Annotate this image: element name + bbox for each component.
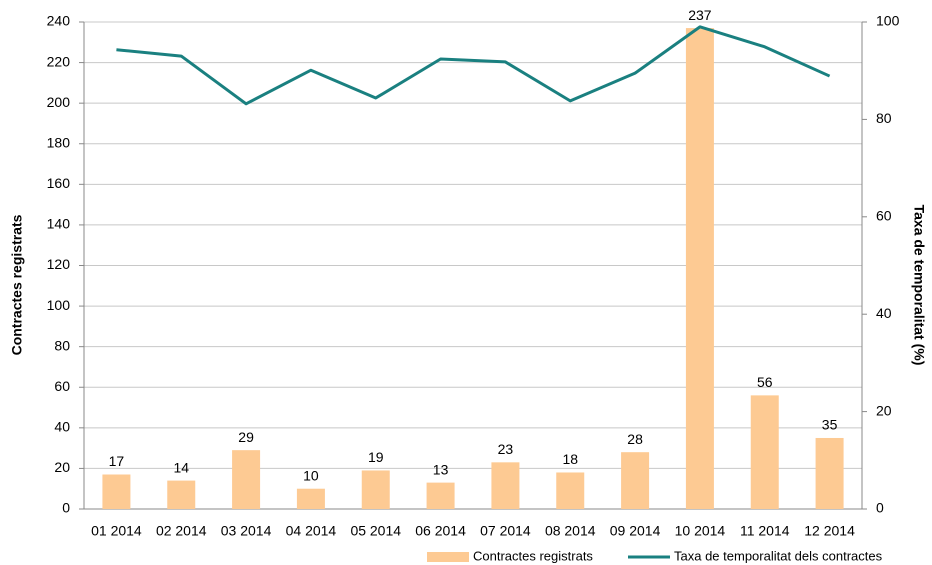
bar	[296, 488, 325, 509]
x-tick-label: 09 2014	[610, 523, 661, 539]
x-tick-label: 11 2014	[740, 523, 790, 539]
x-tick-label: 08 2014	[545, 523, 596, 539]
y-tick-label: 40	[54, 419, 70, 435]
y2-tick-label: 0	[876, 500, 884, 516]
bar	[556, 472, 585, 509]
y2-tick-label: 20	[876, 402, 892, 418]
data-label: 13	[433, 461, 449, 477]
y-tick-label: 120	[47, 256, 71, 272]
y2-tick-label: 60	[876, 208, 892, 224]
x-tick-label: 07 2014	[480, 523, 531, 539]
y-tick-label: 220	[47, 53, 71, 69]
data-label: 56	[757, 374, 773, 390]
data-label: 23	[498, 441, 514, 457]
legend-label: Contractes registrats	[473, 548, 593, 563]
y2-axis-label: Taxa de temporalitat (%)	[911, 205, 927, 366]
x-tick-label: 10 2014	[675, 523, 726, 539]
y2-tick-label: 100	[876, 13, 900, 29]
data-label: 35	[822, 417, 838, 433]
y-tick-label: 200	[47, 94, 71, 110]
data-label: 17	[109, 453, 125, 469]
data-label: 10	[303, 467, 319, 483]
data-label: 18	[562, 451, 578, 467]
bar	[815, 437, 844, 509]
bar	[491, 462, 520, 509]
x-tick-label: 01 2014	[91, 523, 142, 539]
y-tick-label: 240	[47, 13, 71, 29]
y-tick-label: 180	[47, 134, 71, 150]
y-tick-label: 0	[62, 500, 70, 516]
data-label: 19	[368, 449, 384, 465]
x-tick-label: 03 2014	[221, 523, 272, 539]
x-tick-label: 04 2014	[286, 523, 337, 539]
bar	[232, 450, 261, 509]
data-label: 237	[688, 7, 712, 23]
x-tick-label: 02 2014	[156, 523, 207, 539]
y-tick-label: 80	[54, 337, 70, 353]
bar	[361, 470, 390, 509]
x-tick-label: 05 2014	[350, 523, 401, 539]
y-tick-label: 20	[54, 459, 70, 475]
y-tick-label: 140	[47, 216, 71, 232]
bar	[426, 482, 455, 509]
bar	[102, 474, 131, 509]
bar	[167, 480, 196, 509]
legend-swatch	[427, 552, 469, 562]
line	[116, 25, 831, 106]
x-tick-label: 12 2014	[804, 523, 855, 539]
y-tick-label: 100	[47, 297, 71, 313]
x-tick-label: 06 2014	[415, 523, 466, 539]
y-tick-label: 160	[47, 175, 71, 191]
y2-tick-label: 40	[876, 305, 892, 321]
y-axis-label: Contractes registrats	[9, 214, 25, 355]
data-label: 14	[173, 459, 189, 475]
bar	[750, 395, 779, 509]
bar	[621, 452, 650, 509]
bar	[685, 28, 714, 510]
data-label: 29	[238, 429, 254, 445]
legend-label: Taxa de temporalitat dels contractes	[674, 548, 883, 563]
y-tick-label: 60	[54, 378, 70, 394]
y2-tick-label: 80	[876, 110, 892, 126]
data-label: 28	[627, 431, 643, 447]
